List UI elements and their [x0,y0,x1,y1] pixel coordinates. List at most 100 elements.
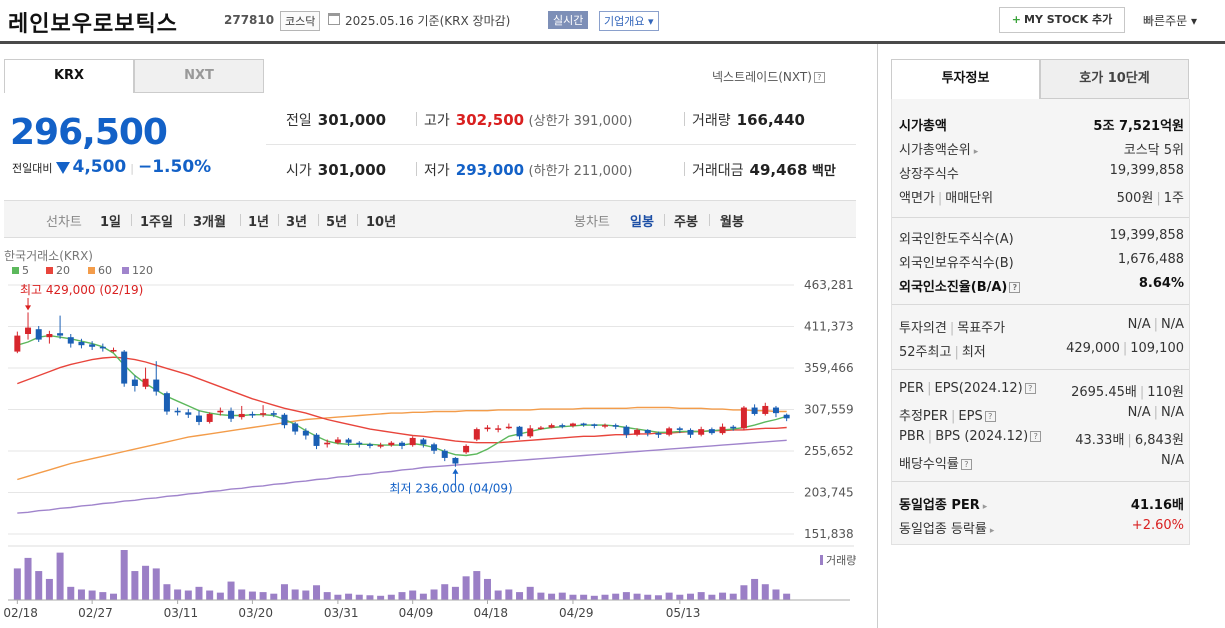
candle-body [14,335,21,352]
line-chart-label: 선차트 [46,215,82,230]
period-daily[interactable]: 일봉 [630,215,654,230]
chevron-down-icon: ▾ [647,15,654,28]
down-triangle-icon [56,162,71,174]
legend-label: 5 [22,264,29,277]
volume-bar [430,589,438,600]
candle-body [569,423,576,426]
current-price: 296,500 [10,112,168,153]
volume-bar [537,592,545,600]
y-tick-label: 255,652 [804,444,854,458]
tab-krx[interactable]: KRX [4,59,134,93]
period-5y[interactable]: 5년 [326,215,348,230]
market-cap-rank-row[interactable]: 시가총액순위 ▸ 코스닥 5위 [899,137,1184,159]
candle-body [377,445,384,447]
quick-order-button[interactable]: 빠른주문 ▾ [1143,12,1197,29]
est-per-row: 추정PER | EPS? N/A | N/A [899,405,1184,424]
ma120-line [17,439,787,514]
tab-nxt[interactable]: NXT [134,59,264,93]
lower-limit: (하한가 211,000) [528,164,633,179]
stock-code: 277810 [224,13,275,27]
candle-body [110,349,117,352]
period-weekly[interactable]: 주봉 [674,215,698,230]
volume-bar [558,592,566,600]
sector-change-row[interactable]: 동일업종 등락률 ▸ +2.60% [899,518,1184,537]
help-icon[interactable]: ? [960,459,972,470]
foreign-ratio-row: 외국인소진율(B/A)? 8.64% [899,274,1184,296]
volume-bar [248,591,256,600]
chart-source-label: 한국거래소(KRX) [4,249,93,263]
candle-body [366,444,373,446]
period-1d[interactable]: 1일 [100,215,122,230]
help-icon[interactable]: ? [1009,282,1021,293]
volume-bar [227,581,235,600]
market-cap-rank-label: 시가총액순위 [899,143,971,158]
candle-body [719,426,726,434]
tab-invest-info[interactable]: 투자정보 [891,59,1040,99]
x-tick-label: 04/09 [399,606,434,620]
volume-bar [761,584,769,600]
help-icon[interactable]: ? [813,72,825,83]
target-price-value: N/A [1161,317,1184,332]
add-mystock-label: MY STOCK 추가 [1024,13,1113,26]
period-3m[interactable]: 3개월 [193,215,226,230]
tab-hoga-10[interactable]: 호가 10단계 [1040,59,1189,99]
candle-body [431,444,438,451]
period-monthly[interactable]: 월봉 [720,215,744,230]
volume-bar [131,571,139,600]
volume-bar [216,592,224,600]
period-1y[interactable]: 1년 [248,215,270,230]
volume-bar [355,594,363,600]
candle-body [537,427,544,430]
chevron-down-icon: ▾ [1191,14,1198,28]
pbr-label: PBR [899,429,925,444]
x-axis: 02/18 02/27 03/11 03/20 03/31 04/09 04/18 04/29… [4,599,850,620]
candle-body [292,423,299,432]
add-mystock-button[interactable]: + MY STOCK 추가 [999,7,1125,33]
est-per-value: N/A [1127,405,1151,420]
x-tick-label: 05/13 [666,606,701,620]
help-icon[interactable]: ? [984,411,996,422]
volume-bar [99,592,107,600]
help-icon[interactable]: ? [1024,383,1036,394]
candle-body [655,433,662,435]
candle-body [270,413,277,415]
volume-bar [676,594,684,600]
candle-body [473,429,480,440]
period-1w[interactable]: 1주일 [140,215,173,230]
company-info-dropdown[interactable]: 기업개요 ▾ [599,11,659,31]
target-price-label: 목표주가 [957,321,1006,336]
y-tick-label: 203,745 [804,486,854,500]
dividend-label: 배당수익률 [899,457,959,472]
volume-bar [686,593,694,600]
quote-stats: 전일 301,000 고가 302,500 (상한가 391,000) 거래량 166… [266,96,856,198]
volume-bar [195,586,203,600]
volume-bar [120,550,128,600]
company-info-label: 기업개요 [604,15,645,28]
volume-bar [473,571,481,600]
52w-high-label: 52주최고 [899,345,952,360]
price-change: 전일대비 4,500 | −1.50% [12,157,212,177]
price-chart[interactable]: 한국거래소(KRX) 5 20 60 120 463,281 411,373 359,46… [4,244,860,628]
realtime-badge[interactable]: 실시간 [548,11,589,29]
period-3y[interactable]: 3년 [286,215,308,230]
ma-legend: 5 20 60 120 [12,264,153,277]
candle-body [762,405,769,414]
candle-body [228,410,235,419]
per-label: PER [899,381,925,396]
candle-body [302,430,309,436]
volume-bar [398,592,406,600]
candle-body [452,457,459,464]
y-tick-label: 463,281 [804,278,854,292]
par-value-value: 500원 [1116,191,1154,206]
period-10y[interactable]: 10년 [366,215,397,230]
market-tabs: KRX NXT [4,59,264,93]
volume-bar [238,589,246,600]
par-value-row: 액면가 | 매매단위 500원 | 1주 [899,191,1184,206]
volume-bar [270,593,278,600]
help-icon[interactable]: ? [1030,431,1042,442]
nextrade-link[interactable]: 넥스트레이드(NXT)? [712,68,825,85]
sector-per-row[interactable]: 동일업종 PER ▸ 41.16배 [899,492,1184,514]
candle-body [676,428,683,430]
candle-body [67,337,74,344]
volume-bar [45,578,53,600]
